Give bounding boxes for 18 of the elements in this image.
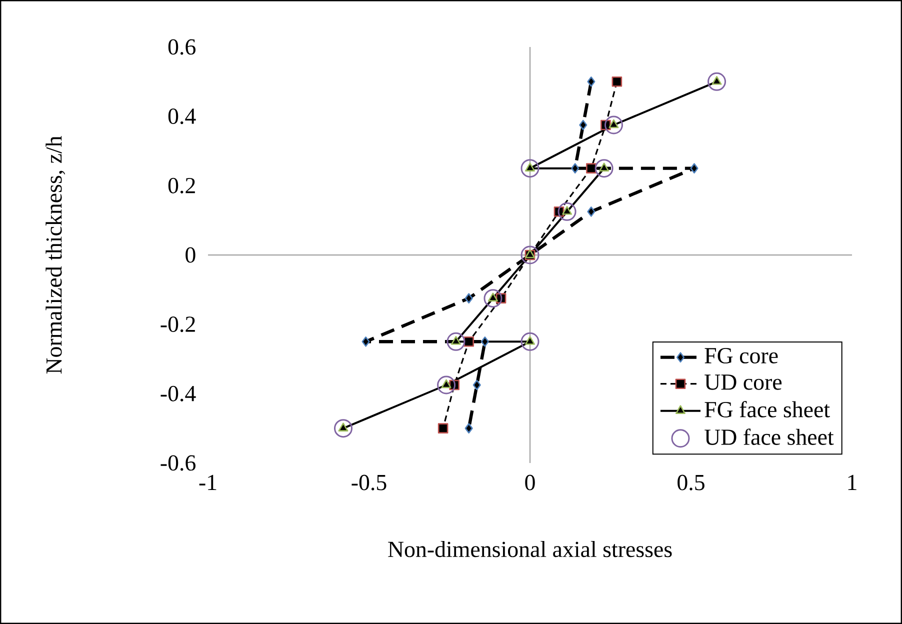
x-tick-label: 1: [848, 474, 856, 490]
legend-label: UD face sheet: [704, 428, 834, 445]
y-tick-label: -0.6: [160, 455, 196, 471]
legend-label: UD core: [704, 374, 782, 390]
x-axis-title: Non-dimensional axial stresses: [388, 541, 672, 558]
y-tick-label: 0.6: [168, 39, 196, 55]
legend-label: FG face sheet: [704, 401, 830, 418]
y-tick-label: -0.2: [160, 316, 195, 332]
legend-label: FG core: [704, 348, 778, 364]
y-tick-label: -0.4: [160, 386, 196, 402]
y-tick-label: 0.4: [168, 108, 196, 124]
y-axis-title: Normalized thickness, z/h: [46, 136, 66, 374]
x-tick-label: -1: [199, 474, 216, 490]
y-tick-label: 0: [186, 247, 196, 263]
x-tick-label: 0: [525, 474, 535, 490]
x-tick-label: 0.5: [678, 474, 704, 490]
x-tick-label: -0.5: [352, 474, 386, 490]
y-tick-label: 0.2: [168, 178, 195, 194]
